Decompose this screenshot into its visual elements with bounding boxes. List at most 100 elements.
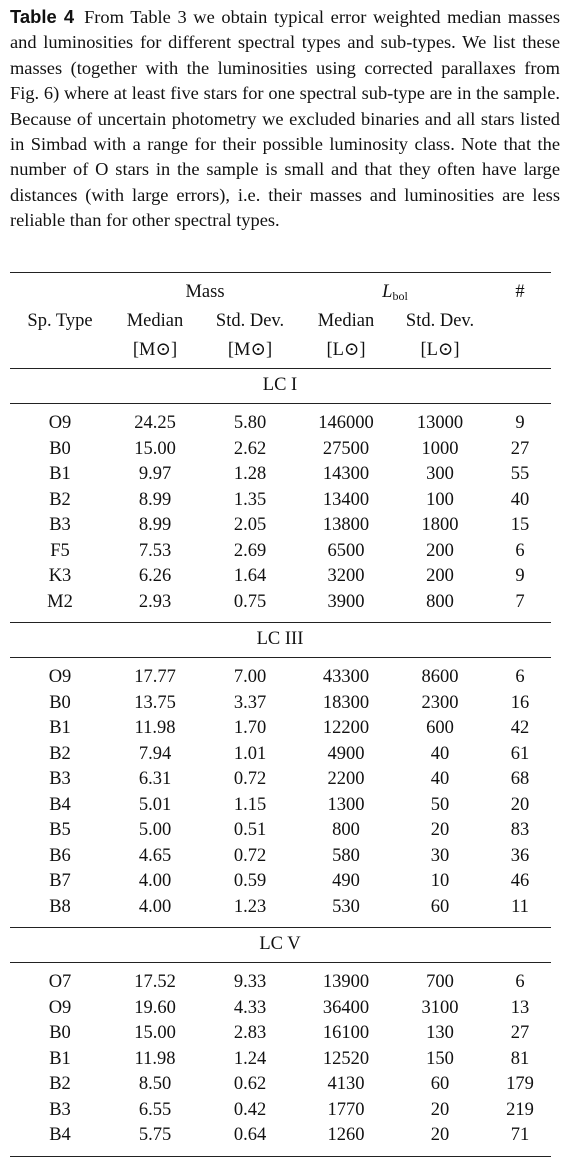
table-cell: O7 xyxy=(48,972,72,992)
table-cell: 3900 xyxy=(327,591,365,612)
group-header: Mass xyxy=(185,282,225,302)
table-cell: 50 xyxy=(430,794,450,815)
table-cell: 4.00 xyxy=(138,896,172,917)
table-cell: 4.33 xyxy=(233,997,267,1018)
table-cell: 5.80 xyxy=(233,413,267,433)
table-cell: 8.99 xyxy=(138,489,172,510)
table-cell: B3 xyxy=(49,769,71,789)
table-cell: 179 xyxy=(506,1074,534,1094)
table-cell: 1000 xyxy=(421,438,459,459)
table-cell: 11 xyxy=(511,896,529,917)
table-cell: 1.24 xyxy=(233,1048,267,1069)
table-cell: 0.59 xyxy=(233,871,267,891)
table-cell: 9 xyxy=(515,566,525,586)
unit-header: [L⊙] xyxy=(326,340,366,360)
table-cell: 10 xyxy=(430,871,450,891)
table-cell: B3 xyxy=(49,1099,71,1120)
caption: Table 4 From Table 3 we obtain typical er… xyxy=(10,4,560,234)
table-cell: B3 xyxy=(49,515,71,535)
table-cell: 1770 xyxy=(327,1099,365,1120)
table-cell: 1260 xyxy=(327,1125,365,1145)
table-rule xyxy=(10,1155,551,1157)
column-header: Std. Dev. xyxy=(215,311,285,331)
table-cell: 219 xyxy=(506,1099,534,1120)
table-cell: 27 xyxy=(510,438,530,459)
table-cell: 2.93 xyxy=(138,591,172,612)
table-cell: 71 xyxy=(510,1125,530,1145)
table-cell: 5.01 xyxy=(138,794,172,815)
table-cell: 8.50 xyxy=(138,1074,172,1094)
table-cell: 40 xyxy=(510,489,530,510)
table-rule xyxy=(10,368,551,369)
table-cell: 15 xyxy=(510,515,530,535)
table-cell: 17.77 xyxy=(134,667,176,687)
table-cell: 17.52 xyxy=(134,972,176,992)
table-cell: B7 xyxy=(49,871,71,891)
table-cell: 0.64 xyxy=(233,1125,267,1145)
table-cell: 11.98 xyxy=(134,718,176,738)
table-cell: B1 xyxy=(49,718,71,738)
table-cell: 27500 xyxy=(322,438,370,459)
table-cell: B0 xyxy=(49,438,71,459)
section-label: LC III xyxy=(256,629,304,649)
table-cell: 700 xyxy=(426,972,454,992)
table-rule xyxy=(10,403,551,404)
table-cell: 1.64 xyxy=(233,566,267,586)
table-cell: 30 xyxy=(430,845,450,866)
table-cell: 16 xyxy=(510,692,530,713)
table-cell: 13 xyxy=(510,997,530,1018)
table-cell: 7.00 xyxy=(233,667,267,687)
subscript: bol xyxy=(392,289,408,303)
table-cell: 580 xyxy=(332,845,360,866)
table-cell: O9 xyxy=(48,413,72,433)
table-cell: 36 xyxy=(510,845,530,866)
table-cell: 13400 xyxy=(322,489,370,510)
table-cell: 2200 xyxy=(327,769,365,789)
table-cell: 6.31 xyxy=(138,769,172,789)
table-cell: 0.72 xyxy=(233,769,267,789)
table-cell: 4.65 xyxy=(138,845,172,866)
table-cell: 146000 xyxy=(318,413,374,433)
table-cell: 16100 xyxy=(322,1023,370,1043)
table-cell: 20 xyxy=(430,1099,450,1120)
table-cell: 43300 xyxy=(322,667,370,687)
table-cell: 27 xyxy=(510,1023,530,1043)
table-rule xyxy=(10,927,551,928)
table-cell: 3200 xyxy=(327,566,365,586)
table-cell: 7.94 xyxy=(138,743,172,764)
group-header: # xyxy=(515,282,525,302)
column-header: Median xyxy=(126,311,184,331)
column-header: Std. Dev. xyxy=(405,311,475,331)
table-cell: 14300 xyxy=(322,464,370,484)
table-cell: 5.75 xyxy=(138,1125,172,1145)
column-header: Median xyxy=(317,311,375,331)
table-rule xyxy=(10,272,551,273)
table-cell: 4.00 xyxy=(138,871,172,891)
table-cell: B6 xyxy=(49,845,71,866)
table-cell: 60 xyxy=(430,896,450,917)
table-cell: K3 xyxy=(48,566,72,586)
table-cell: 1800 xyxy=(421,515,459,535)
section-label: LC V xyxy=(259,934,301,954)
table-cell: 490 xyxy=(332,871,360,891)
table-cell: 6 xyxy=(515,667,525,687)
table-cell: 150 xyxy=(426,1048,454,1069)
table-cell: 13900 xyxy=(322,972,370,992)
table-cell: 5.00 xyxy=(138,820,172,840)
table-cell: 9.97 xyxy=(138,464,172,484)
table-cell: 13800 xyxy=(322,515,370,535)
table-cell: M2 xyxy=(47,591,73,612)
section-label: LC I xyxy=(262,375,298,395)
table-rule xyxy=(10,622,551,623)
table-cell: 13.75 xyxy=(134,692,176,713)
table-cell: 3100 xyxy=(421,997,459,1018)
table-cell: B1 xyxy=(49,1048,71,1069)
table-cell: O9 xyxy=(48,667,72,687)
unit-header: [M⊙] xyxy=(132,340,178,360)
table-cell: 0.42 xyxy=(233,1099,267,1120)
table-cell: 300 xyxy=(426,464,454,484)
table-cell: B0 xyxy=(49,1023,71,1043)
table-cell: 9 xyxy=(515,413,525,433)
table-cell: 19.60 xyxy=(134,997,176,1018)
